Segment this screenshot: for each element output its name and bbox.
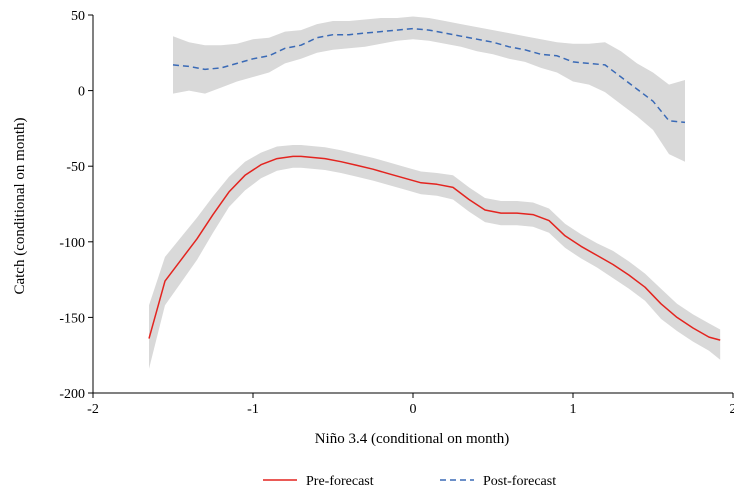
x-tick-label: -2: [87, 402, 99, 417]
x-tick-label: 0: [410, 402, 417, 417]
x-ticks: -2 -1 0 1 2: [87, 393, 734, 417]
series-lines: [148, 27, 721, 341]
confidence-band-pre-forecast: [149, 145, 721, 369]
x-tick-label: -1: [247, 402, 259, 417]
confidence-bands: [149, 16, 721, 369]
y-tick-label: 0: [78, 85, 85, 100]
y-axis-title: Catch (conditional on month): [12, 117, 28, 294]
legend-label-post-forecast: Post-forecast: [483, 474, 556, 489]
y-tick-label: -200: [59, 387, 85, 402]
x-tick-label: 1: [570, 402, 577, 417]
confidence-band-post-forecast: [173, 16, 685, 162]
x-axis-title: Niño 3.4 (conditional on month): [315, 431, 510, 447]
y-tick-label: 50: [71, 9, 85, 24]
y-tick-label: -150: [59, 311, 85, 326]
y-tick-label: -100: [59, 236, 85, 251]
y-tick-label: -50: [66, 160, 85, 175]
x-tick-label: 2: [730, 402, 734, 417]
legend-label-pre-forecast: Pre-forecast: [306, 474, 374, 489]
y-ticks: -200 -150 -100 -50 0 50: [59, 9, 93, 402]
series-line-pre-forecast: [148, 155, 721, 341]
series-line-post-forecast: [172, 27, 686, 124]
legend: Pre-forecast Post-forecast: [263, 474, 556, 489]
